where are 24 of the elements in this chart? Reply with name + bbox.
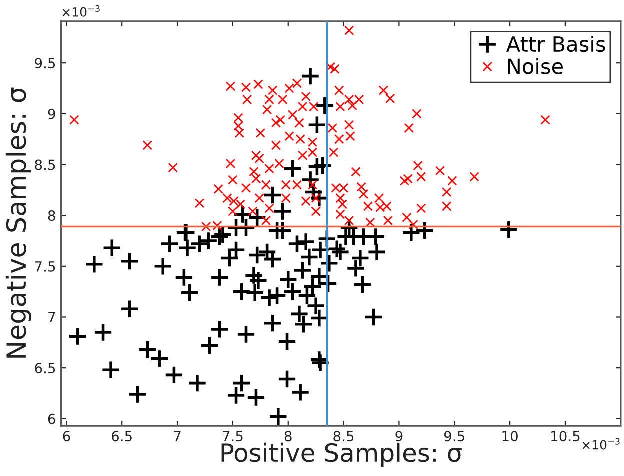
y-tick-label: 8.5 bbox=[35, 160, 56, 170]
y-tick-label: 7.5 bbox=[35, 262, 56, 272]
y-tick-label: 9 bbox=[48, 108, 56, 120]
x-tick-label: 8.5 bbox=[334, 431, 354, 442]
x-axis-title: Positive Samples: σ bbox=[222, 442, 462, 468]
y-tick-label: 6.5 bbox=[35, 363, 56, 374]
x-tick-label: 6 bbox=[63, 431, 70, 442]
legend-label: Attr Basis bbox=[506, 36, 606, 52]
text: ×10$^{−3}$ bbox=[582, 438, 620, 450]
x-tick-label: 10 bbox=[502, 431, 518, 442]
x-tick-label: 9.5 bbox=[444, 431, 464, 442]
y-tick-label: 9.5 bbox=[35, 58, 56, 69]
y-tick-label: 8 bbox=[48, 210, 56, 222]
x-tick-label: 9 bbox=[396, 431, 403, 442]
x-tick-label: 7 bbox=[174, 431, 181, 442]
x-tick-label: 6.5 bbox=[112, 431, 132, 442]
y-axis-title: Negative Samples: σ bbox=[6, 88, 32, 358]
x-tick-label: 8 bbox=[284, 431, 292, 442]
y-tick-label: 7 bbox=[48, 312, 56, 323]
y-tick-label: 6 bbox=[48, 414, 56, 424]
legend-label: Noise bbox=[508, 58, 564, 74]
x-tick-label: 10.5 bbox=[552, 431, 580, 442]
x-tick-label: 7.5 bbox=[223, 431, 243, 442]
text: ×10$^{−3}$ bbox=[62, 5, 100, 17]
